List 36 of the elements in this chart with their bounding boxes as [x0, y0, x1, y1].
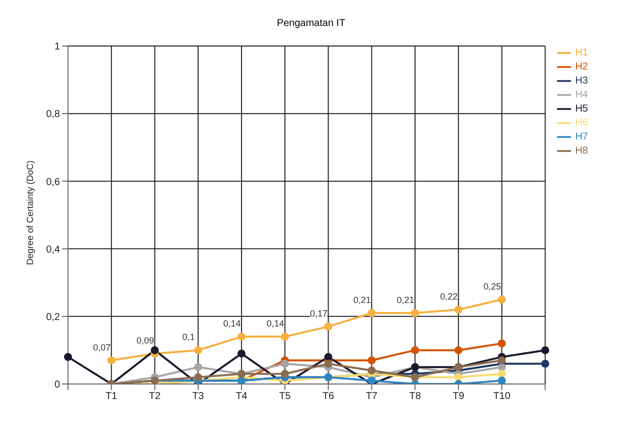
y-tick-label: 0,6	[46, 176, 60, 188]
data-label: 0,17	[310, 308, 328, 319]
x-tick-label: T9	[452, 391, 465, 402]
legend-label: H3	[575, 76, 588, 87]
x-tick-label: T6	[322, 391, 335, 402]
y-tick-label: 1	[54, 42, 60, 53]
data-label: 0,14	[223, 318, 241, 329]
x-tick-label: T1	[106, 391, 118, 402]
legend-label: H2	[575, 62, 588, 73]
y-tick-label: 0,2	[46, 312, 60, 323]
data-label: 0,25	[484, 282, 502, 292]
x-tick-label: T8	[409, 391, 422, 402]
x-tick-label: T3	[192, 391, 204, 402]
data-label: 0,21	[353, 295, 371, 306]
x-tick-label: T2	[148, 391, 162, 402]
data-label: 0,22	[440, 292, 458, 302]
y-axis-title: Degree of Certainty (DoC)	[25, 160, 36, 265]
data-label: 0,14	[266, 318, 284, 329]
x-tick-label: T10	[493, 391, 511, 402]
data-label: 0,07	[93, 342, 111, 352]
x-tick-label: T5	[279, 391, 292, 402]
legend-label: H6	[575, 118, 588, 129]
x-tick-label: T7	[366, 391, 378, 402]
y-tick-label: 0,4	[46, 244, 60, 256]
x-tick-label: T4	[236, 391, 248, 402]
legend-label: H7	[575, 132, 588, 143]
y-tick-label: 0,8	[46, 109, 60, 120]
data-label: 0,1	[182, 332, 195, 342]
legend-label: H1	[575, 48, 588, 59]
chart-title: Pengamatan IT	[276, 17, 346, 31]
data-label: 0,21	[396, 295, 414, 306]
y-tick-label: 0	[54, 380, 60, 391]
legend-label: H8	[575, 146, 588, 157]
legend-label: H5	[575, 104, 588, 115]
legend-label: H4	[575, 90, 588, 101]
data-label: 0,09	[136, 336, 154, 346]
